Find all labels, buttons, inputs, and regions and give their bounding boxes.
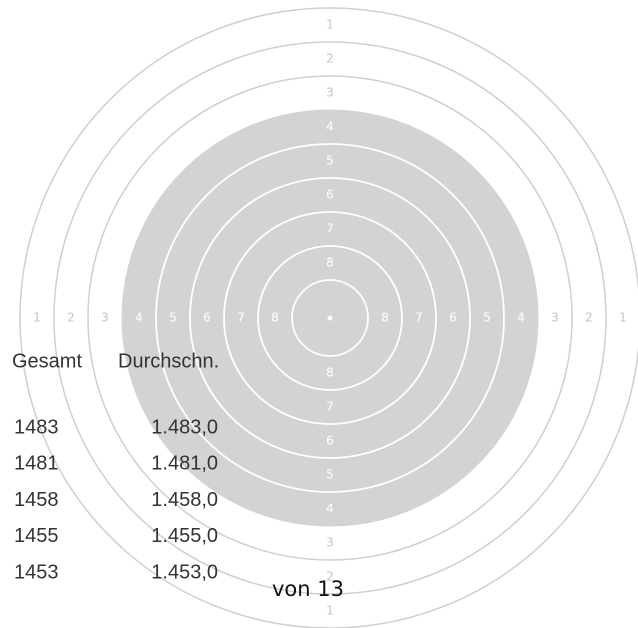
ring-label: 6	[449, 311, 457, 325]
table-cell: 1453	[14, 561, 59, 583]
footer: von 13	[272, 577, 344, 601]
table-cell: 1455	[14, 525, 59, 547]
ring-label: 6	[203, 311, 211, 325]
ring-label: 3	[326, 86, 334, 100]
table-cell: 1481	[14, 453, 59, 475]
ring-label: 3	[326, 536, 334, 550]
ring-label: 8	[381, 311, 389, 325]
page: 11112222333344445555666677778888 GesamtD…	[0, 0, 638, 628]
table-cell: 1.481,0	[151, 453, 218, 475]
ring-label: 2	[67, 311, 75, 325]
ring-label: 4	[326, 120, 334, 134]
screen: 11112222333344445555666677778888 GesamtD…	[0, 0, 638, 628]
ring-label: 8	[271, 311, 279, 325]
table-cell: 1.455,0	[151, 525, 218, 547]
table-cell: 1483	[14, 416, 59, 438]
ring-label: 2	[585, 311, 593, 325]
table-cell: 1458	[14, 489, 59, 511]
center-dot	[328, 316, 333, 321]
ring-label: 7	[326, 400, 334, 414]
ring-label: 7	[237, 311, 245, 325]
ring-label: 6	[326, 188, 334, 202]
column-header: Gesamt	[12, 350, 82, 372]
ring-label: 4	[517, 311, 525, 325]
ring-label: 3	[551, 311, 559, 325]
ring-label: 8	[326, 256, 334, 270]
table-cell: 1.453,0	[151, 561, 218, 583]
ring-label: 1	[33, 311, 41, 325]
ring-label: 5	[483, 311, 491, 325]
ring-label: 1	[619, 311, 627, 325]
ring-label: 6	[326, 434, 334, 448]
ring-label: 4	[326, 502, 334, 516]
ring-label: 5	[169, 311, 177, 325]
ring-label: 7	[415, 311, 423, 325]
ring-label: 1	[326, 604, 334, 618]
ring-label: 5	[326, 154, 334, 168]
table-cell: 1.458,0	[151, 489, 218, 511]
ring-label: 4	[135, 311, 143, 325]
ring-label: 1	[326, 18, 334, 32]
ring-label: 7	[326, 222, 334, 236]
ring-label: 2	[326, 52, 334, 66]
ring-label: 8	[326, 366, 334, 380]
ring-label: 5	[326, 468, 334, 482]
ring-label: 3	[101, 311, 109, 325]
table-cell: 1.483,0	[151, 416, 218, 438]
column-header: Durchschn.	[118, 350, 219, 372]
